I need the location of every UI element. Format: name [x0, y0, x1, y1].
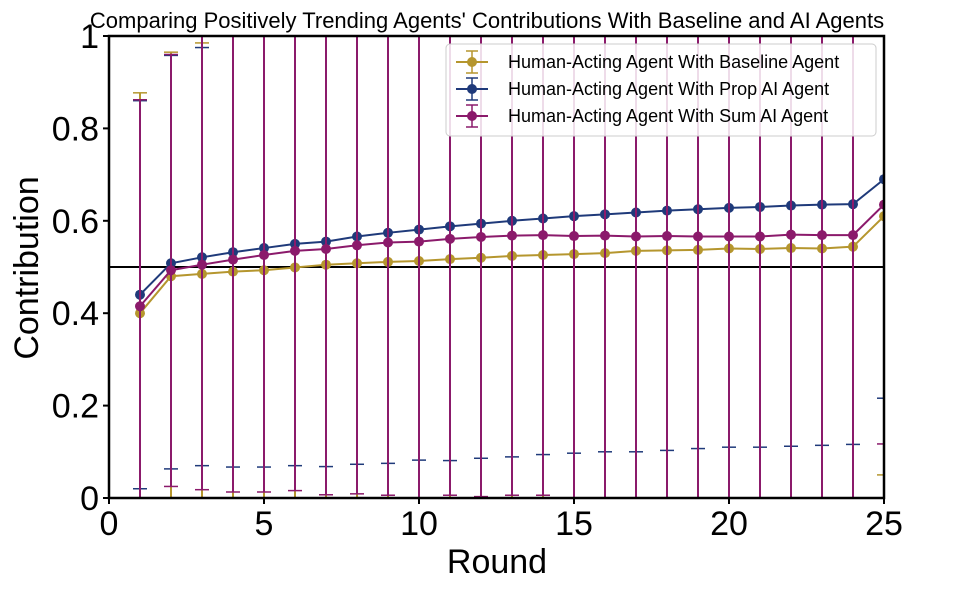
legend-item-0: Human-Acting Agent With Baseline Agent — [456, 50, 839, 74]
y-tick-label: 0.2 — [52, 388, 99, 426]
plot-area — [109, 36, 884, 498]
x-tick-label: 0 — [100, 505, 119, 543]
axes: 0 5 10 15 20 25 0 0.2 0.4 0.6 0.8 1 — [52, 18, 903, 543]
chart-title: Comparing Positively Trending Agents' Co… — [90, 8, 884, 33]
x-axis-label: Round — [447, 543, 547, 581]
data-point — [538, 230, 548, 241]
x-tick-label: 15 — [555, 505, 593, 543]
plot-clip-group — [109, 36, 884, 498]
x-tick-label: 5 — [255, 505, 274, 543]
x-tick-label: 10 — [400, 505, 438, 543]
legend-item-1: Human-Acting Agent With Prop AI Agent — [456, 77, 829, 101]
y-tick-label: 0.8 — [52, 110, 99, 148]
y-tick-label: 0.4 — [52, 295, 99, 333]
data-point — [817, 230, 827, 241]
data-point — [197, 259, 207, 270]
legend-item-2: Human-Acting Agent With Sum AI Agent — [456, 104, 828, 128]
y-tick-label: 0.6 — [52, 203, 99, 241]
data-point — [724, 231, 734, 242]
y-tick-label: 1 — [80, 18, 99, 56]
legend-box — [445, 43, 877, 137]
data-point — [569, 231, 579, 242]
data-point — [321, 243, 331, 254]
data-point — [786, 229, 796, 240]
data-point — [414, 236, 424, 247]
x-tick-label: 20 — [710, 505, 748, 543]
x-tick-label: 25 — [865, 505, 903, 543]
data-point — [507, 230, 517, 241]
legend-swatch-marker — [467, 84, 477, 94]
data-point — [631, 231, 641, 242]
data-point — [135, 301, 145, 312]
y-axis-label: Contribution — [8, 176, 46, 359]
data-point — [383, 237, 393, 248]
y-tick-label: 0 — [80, 480, 99, 518]
legend-swatch-marker — [467, 57, 477, 67]
data-point — [228, 254, 238, 265]
series-2 — [133, 36, 884, 498]
legend: Human-Acting Agent With Baseline Agent Hu… — [445, 43, 877, 137]
data-point — [166, 265, 176, 276]
data-point — [352, 240, 362, 251]
axes-frame — [107, 34, 886, 500]
data-point — [693, 231, 703, 242]
data-point — [259, 249, 269, 260]
legend-label: Human-Acting Agent With Prop AI Agent — [508, 79, 829, 99]
data-point — [755, 231, 765, 242]
legend-label: Human-Acting Agent With Baseline Agent — [508, 52, 839, 72]
data-point — [848, 230, 858, 241]
data-point — [290, 245, 300, 256]
legend-label: Human-Acting Agent With Sum AI Agent — [508, 106, 828, 126]
data-point — [600, 230, 610, 241]
legend-swatch-marker — [467, 111, 477, 121]
data-point — [662, 231, 672, 242]
data-point — [476, 231, 486, 242]
data-point — [445, 233, 455, 244]
